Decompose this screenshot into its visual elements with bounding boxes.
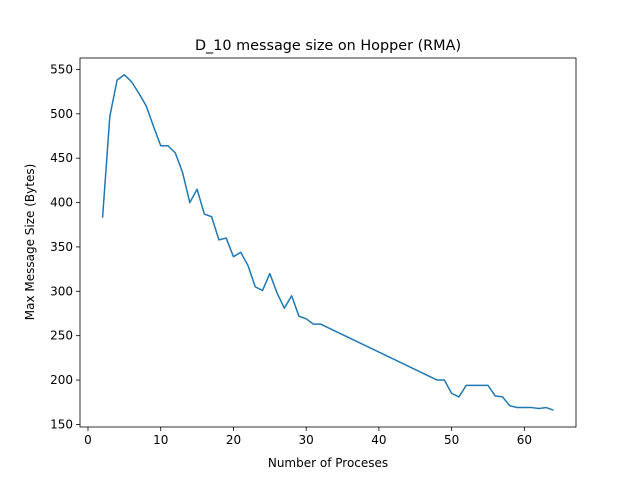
y-tick-label: 350 xyxy=(50,240,73,254)
x-tick-label: 0 xyxy=(84,433,92,447)
plot-frame xyxy=(79,57,577,428)
y-tick-label: 250 xyxy=(50,329,73,343)
y-tick-label: 200 xyxy=(50,373,73,387)
x-tick-label: 30 xyxy=(299,433,314,447)
y-tick-label: 150 xyxy=(50,417,73,431)
y-tick-label: 450 xyxy=(50,151,73,165)
y-tick-label: 300 xyxy=(50,284,73,298)
y-tick-label: 500 xyxy=(50,107,73,121)
y-tick-label: 550 xyxy=(50,62,73,76)
chart-title: D_10 message size on Hopper (RMA) xyxy=(195,38,461,54)
y-axis-label: Max Message Size (Bytes) xyxy=(23,164,37,321)
x-tick-label: 20 xyxy=(226,433,241,447)
data-line xyxy=(101,74,554,411)
x-tick-label: 50 xyxy=(444,433,459,447)
y-tick-label: 400 xyxy=(50,196,73,210)
x-axis-label: Number of Proceses xyxy=(268,456,388,470)
x-tick-label: 40 xyxy=(371,433,386,447)
x-tick-label: 10 xyxy=(153,433,168,447)
x-tick-label: 60 xyxy=(517,433,532,447)
